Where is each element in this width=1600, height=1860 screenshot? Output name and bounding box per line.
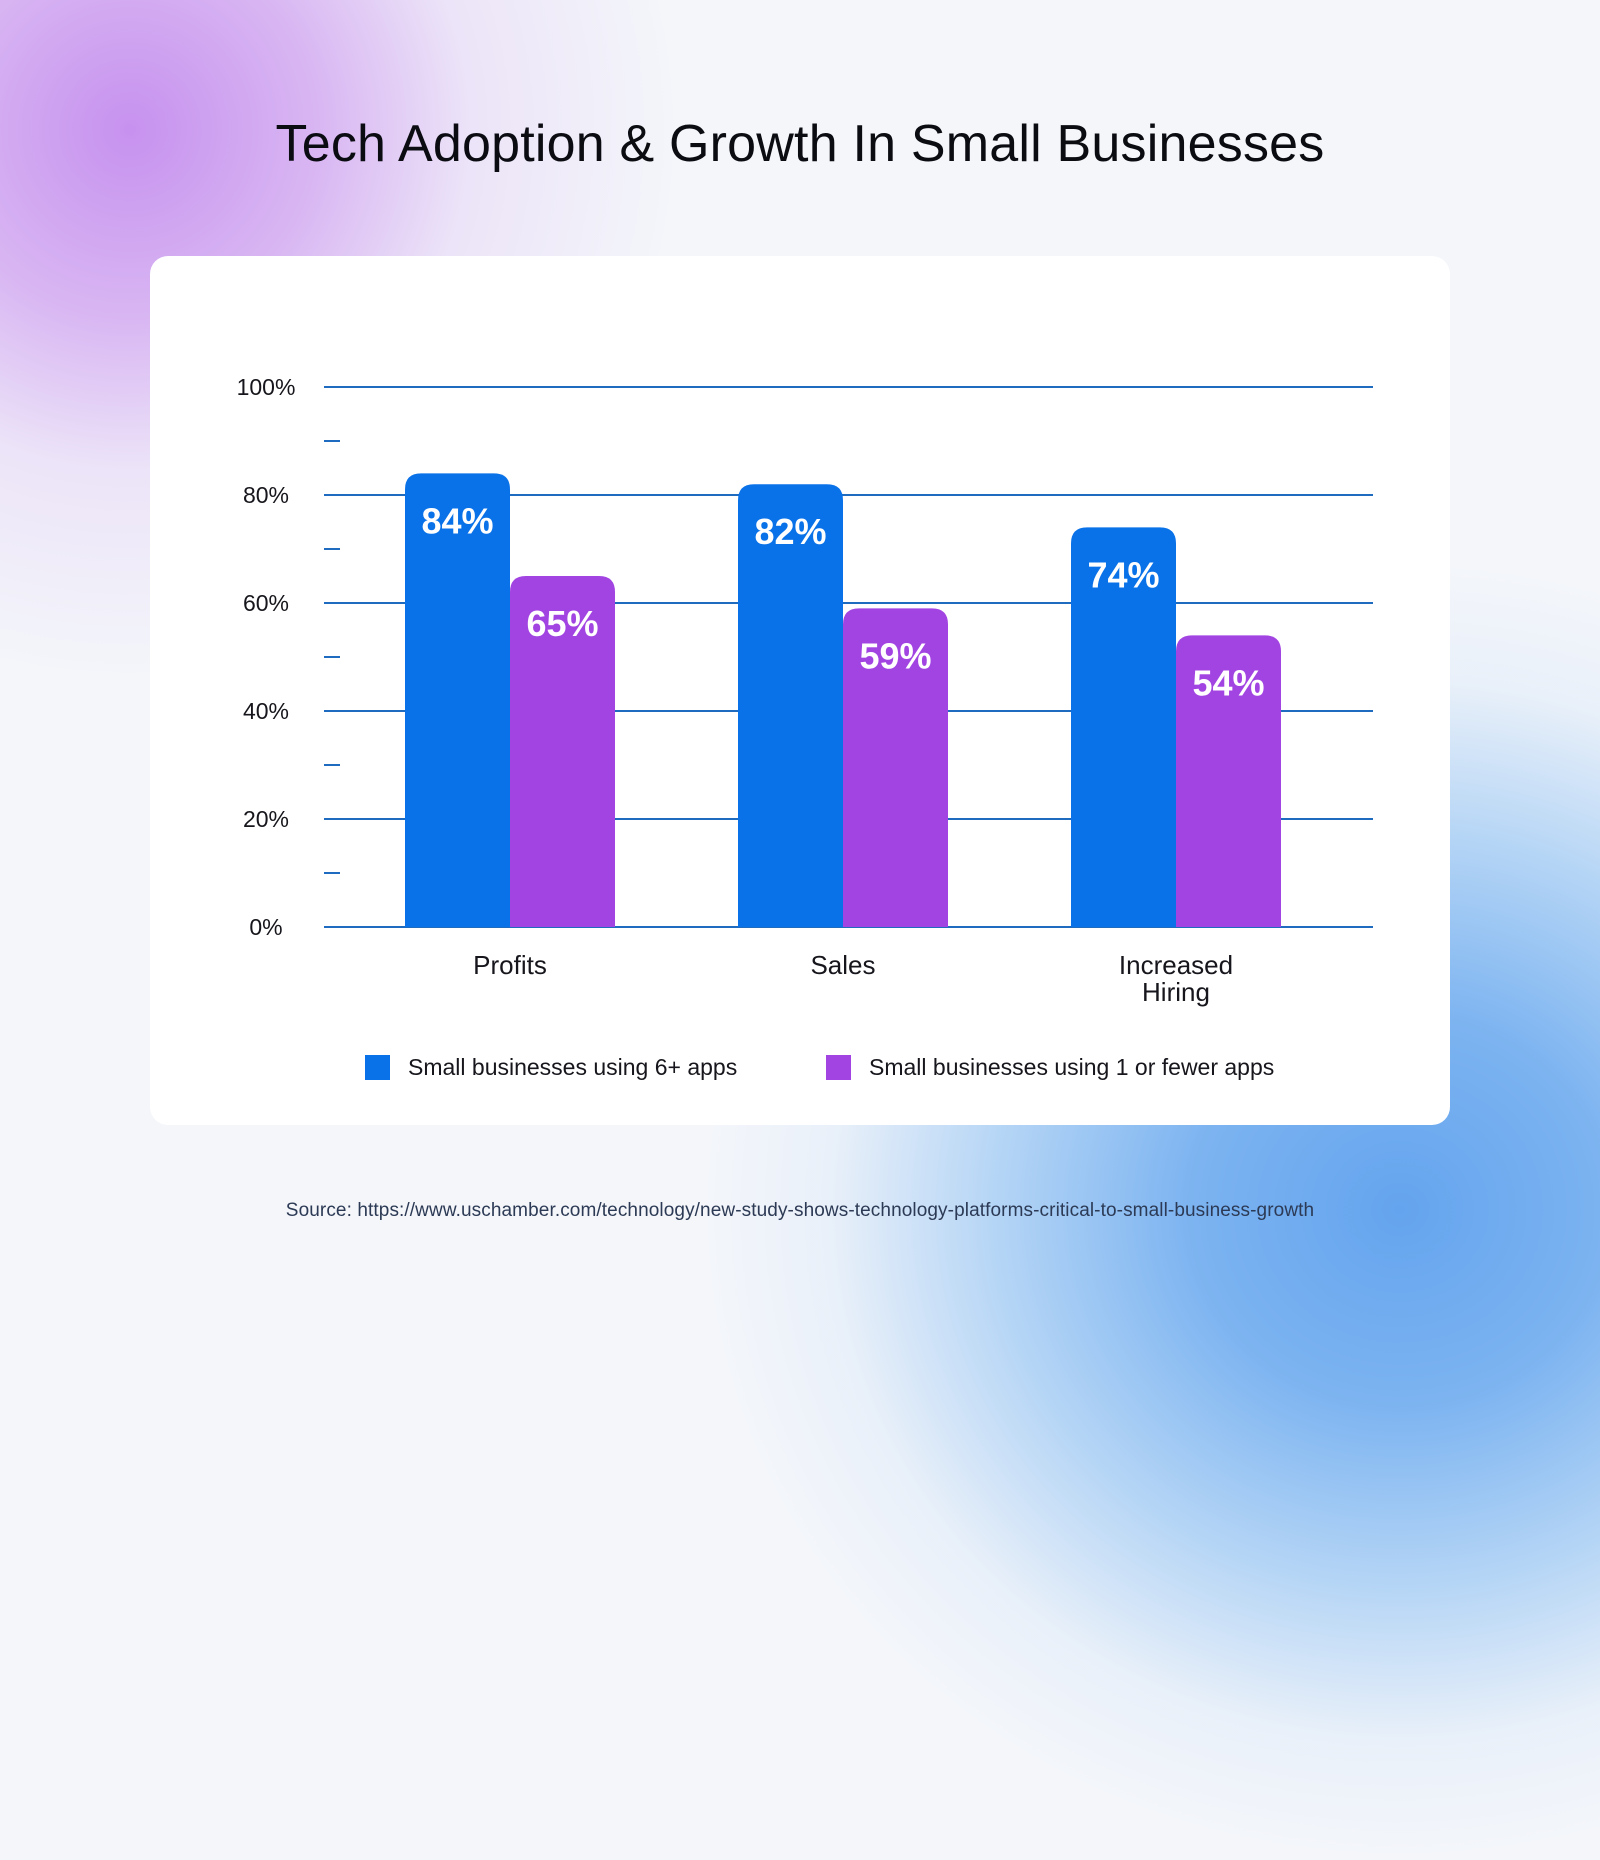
chart-title: Tech Adoption & Growth In Small Business… [275, 115, 1325, 173]
bar-value-label: 59% [859, 635, 931, 676]
bar-value-label: 65% [526, 603, 598, 644]
bar-value-label: 54% [1192, 662, 1264, 703]
bar-increased-hiring-series-0 [1071, 527, 1176, 927]
bar-value-labels: 84% 65% 82% 59% 74% 54% [421, 500, 1264, 703]
legend-swatch-blue [365, 1055, 390, 1080]
y-tick-label: 20% [243, 806, 289, 832]
bar-value-label: 82% [754, 511, 826, 552]
bar-profits-series-1 [510, 576, 615, 927]
y-tick-label: 100% [237, 374, 296, 400]
y-tick-label: 80% [243, 482, 289, 508]
bar-profits-series-0 [405, 473, 510, 927]
bar-sales-series-1 [843, 608, 948, 927]
legend-label: Small businesses using 1 or fewer apps [869, 1054, 1275, 1080]
legend-item-1-or-fewer-apps: Small businesses using 1 or fewer apps [826, 1054, 1274, 1081]
bars [405, 473, 1281, 927]
legend-swatch-purple [826, 1055, 851, 1080]
y-tick-label: 60% [243, 590, 289, 616]
legend-item-6plus-apps: Small businesses using 6+ apps [365, 1054, 737, 1081]
x-tick-label: Hiring [1142, 977, 1210, 1007]
x-tick-label: Sales [810, 950, 875, 980]
bar-chart: 0% 20% 40% 60% 80% 100% 84% 65% 82% 59% 74% 54% Pr… [237, 374, 1373, 1007]
y-tick-label: 40% [243, 698, 289, 724]
x-tick-label: Increased [1119, 950, 1233, 980]
bar-increased-hiring-series-1 [1176, 635, 1281, 927]
y-tick-label: 0% [249, 914, 282, 940]
bar-value-label: 74% [1087, 554, 1159, 595]
y-axis-labels: 0% 20% 40% 60% 80% 100% [237, 374, 296, 940]
bar-sales-series-0 [738, 484, 843, 927]
x-tick-label: Profits [473, 950, 547, 980]
bar-value-label: 84% [421, 500, 493, 541]
legend-label: Small businesses using 6+ apps [408, 1054, 738, 1080]
source-citation: Source: https://www.uschamber.com/techno… [285, 1200, 1315, 1221]
